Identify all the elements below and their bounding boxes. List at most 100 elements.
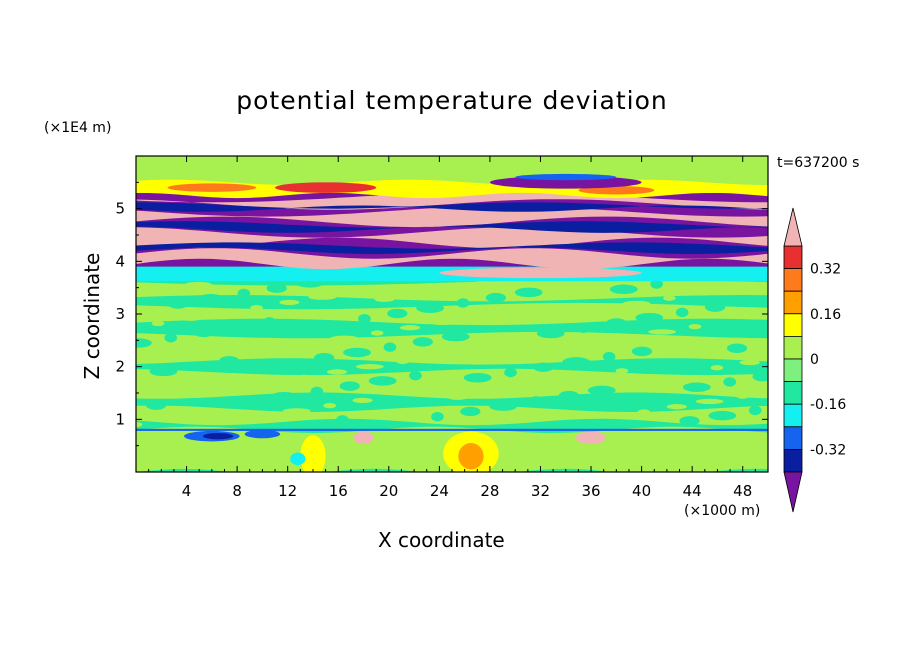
colorbar-tick-label: 0.32 xyxy=(810,262,841,278)
y-tick-label: 3 xyxy=(115,305,125,323)
speckle xyxy=(542,412,556,418)
speckle xyxy=(631,346,653,357)
speckle xyxy=(399,325,421,331)
colorbar-segment xyxy=(783,313,803,337)
warm-top xyxy=(275,182,377,193)
speckle xyxy=(266,283,287,293)
speckle xyxy=(726,343,748,353)
speckle xyxy=(516,384,530,390)
speckle xyxy=(355,364,384,370)
cold-patch xyxy=(244,429,281,439)
speckle xyxy=(533,362,554,372)
speckle xyxy=(253,413,275,419)
colorbar-segment xyxy=(783,268,803,292)
speckle xyxy=(222,322,251,332)
speckle xyxy=(593,306,614,312)
speckle xyxy=(149,366,178,377)
speckle xyxy=(219,356,240,366)
y-axis-unit: (×1E4 m) xyxy=(44,120,112,136)
band-green xyxy=(136,405,768,426)
speckle xyxy=(428,319,457,326)
speckle xyxy=(339,381,360,391)
speckle xyxy=(606,318,627,328)
x-tick-label: 48 xyxy=(733,482,752,500)
speckle xyxy=(688,324,702,330)
x-tick-label: 12 xyxy=(278,482,297,500)
layer-pink-tail xyxy=(439,267,642,279)
warm-patch xyxy=(353,431,374,445)
colorbar-segment xyxy=(783,403,803,428)
speckle xyxy=(575,373,603,379)
speckle xyxy=(270,391,298,402)
speckle xyxy=(358,314,371,324)
speckle xyxy=(469,314,483,320)
speckle xyxy=(197,293,225,304)
speckle xyxy=(374,296,395,302)
speckle xyxy=(504,367,517,378)
x-tick-label: 36 xyxy=(581,482,600,500)
speckle xyxy=(235,338,264,345)
speckle xyxy=(279,299,300,306)
speckle xyxy=(514,287,543,298)
speckle xyxy=(257,379,286,386)
colorbar-extend-top xyxy=(783,207,803,247)
speckle xyxy=(330,335,359,341)
warm-patch-core xyxy=(458,443,484,470)
speckle xyxy=(666,404,687,410)
speckle xyxy=(472,280,494,287)
speckle xyxy=(577,323,590,333)
warm-top xyxy=(578,186,655,195)
x-tick-label: 16 xyxy=(329,482,348,500)
colorbar-segment xyxy=(783,245,803,270)
x-axis-label: X coordinate xyxy=(378,528,505,552)
speckle xyxy=(460,406,481,417)
y-tick-label: 2 xyxy=(115,358,125,376)
speckle xyxy=(224,418,238,425)
layer-navy xyxy=(136,202,768,212)
x-tick-label: 32 xyxy=(531,482,550,500)
speckle xyxy=(323,403,336,409)
speckle xyxy=(136,354,165,360)
cold-top xyxy=(489,176,642,189)
colorbar-segment xyxy=(783,358,803,383)
speckle xyxy=(463,372,492,383)
speckle xyxy=(520,350,541,356)
x-tick-label: 4 xyxy=(182,482,192,500)
speckle xyxy=(237,288,251,299)
speckle xyxy=(310,386,324,397)
y-tick-label: 1 xyxy=(115,410,125,428)
colorbar-tick-label: 0.16 xyxy=(810,307,841,323)
speckle xyxy=(721,285,750,291)
x-axis-ticks: 4 8 12 16 20 24 28 32 36 40 44 48 xyxy=(148,156,756,500)
speckle xyxy=(177,349,190,355)
speckle xyxy=(536,328,565,339)
speckle xyxy=(546,378,567,385)
speckle xyxy=(447,394,468,400)
speckle xyxy=(193,327,214,338)
speckle xyxy=(145,400,167,410)
speckle xyxy=(409,370,422,381)
x-axis-unit: (×1000 m) xyxy=(684,503,761,519)
speckle xyxy=(648,329,676,335)
time-label: t=637200 s xyxy=(777,155,860,171)
cold-patch-core xyxy=(202,433,234,440)
speckle xyxy=(663,295,676,301)
x-tick-label: 40 xyxy=(632,482,651,500)
colorbar-segment xyxy=(783,290,803,315)
warm-patch xyxy=(300,435,326,472)
cool-patch xyxy=(290,452,306,466)
speckle xyxy=(615,368,629,374)
speckle xyxy=(241,397,262,407)
speckle xyxy=(352,397,373,404)
speckle xyxy=(263,317,276,327)
speckle xyxy=(326,369,348,375)
speckle xyxy=(343,347,371,358)
y-axis-ticks: 1 2 3 4 5 xyxy=(115,181,768,447)
speckle xyxy=(485,292,506,303)
colorbar-segment xyxy=(783,335,803,360)
speckle xyxy=(710,365,724,371)
speckle xyxy=(695,398,724,405)
y-tick-label: 5 xyxy=(115,200,125,218)
speckle xyxy=(476,389,505,395)
